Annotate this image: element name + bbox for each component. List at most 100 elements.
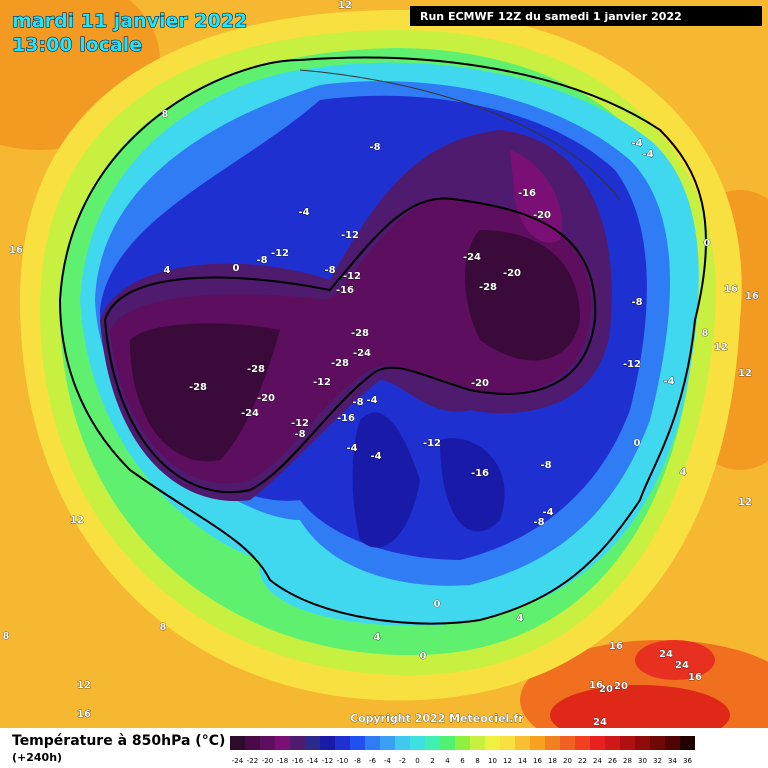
scale-swatch <box>380 736 395 750</box>
scale-label: 24 <box>593 757 602 765</box>
map-label: -20 <box>503 268 521 279</box>
scale-swatch <box>305 736 320 750</box>
map-label: 16 <box>688 672 702 683</box>
scale-label: 12 <box>503 757 512 765</box>
copyright: Copyright 2022 Meteociel.fr <box>350 712 524 725</box>
scale-swatch <box>260 736 275 750</box>
scale-swatch <box>320 736 335 750</box>
map-label: -24 <box>241 408 259 419</box>
scale-label: -6 <box>369 757 377 765</box>
scale-label: 34 <box>668 757 677 765</box>
map-label: -4 <box>542 507 553 518</box>
map-label: -12 <box>343 271 361 282</box>
map-label: -20 <box>257 393 275 404</box>
map-label: 0 <box>434 599 441 610</box>
map-label: -8 <box>294 429 305 440</box>
map-label: 16 <box>724 284 738 295</box>
scale-label: 26 <box>608 757 617 765</box>
map-label: 4 <box>164 265 171 276</box>
map-label: -28 <box>189 382 207 393</box>
map-label: -4 <box>346 443 357 454</box>
legend-subtitle: (+240h) <box>12 751 62 764</box>
scale-swatch <box>590 736 605 750</box>
scale-swatch <box>545 736 560 750</box>
scale-label: 6 <box>460 757 465 765</box>
map-label: -16 <box>337 413 355 424</box>
map-label: -8 <box>324 265 335 276</box>
map-label: 8 <box>160 622 167 633</box>
contours <box>58 56 707 625</box>
map-label: 24 <box>659 649 673 660</box>
map-label: -12 <box>623 359 641 370</box>
map-label: 24 <box>593 717 607 728</box>
scale-swatch <box>560 736 575 750</box>
scale-label: -24 <box>232 757 244 765</box>
scale-swatch <box>620 736 635 750</box>
map-label: 4 <box>374 632 381 643</box>
scale-swatch <box>470 736 485 750</box>
scale-label: 4 <box>445 757 450 765</box>
map-label: -4 <box>366 395 377 406</box>
scale-swatch <box>395 736 410 750</box>
map-label: -28 <box>351 328 369 339</box>
scale-swatch <box>680 736 695 750</box>
scale-swatch <box>635 736 650 750</box>
map-label: -8 <box>256 255 267 266</box>
color-scale: -24 -22 -20 -18 -16 -14 -12 -10 -8 -6 -4 -2 0 2 4 6 8 10 1… <box>230 736 695 765</box>
map-label: -28 <box>331 358 349 369</box>
map-label: 12 <box>77 680 91 691</box>
scale-swatch <box>650 736 665 750</box>
scale-swatch <box>230 736 245 750</box>
map-label: 16 <box>9 245 23 256</box>
scale-label: -22 <box>247 757 258 765</box>
scale-label: 32 <box>653 757 662 765</box>
map-label: 8 <box>162 109 169 120</box>
scale-label: 18 <box>548 757 557 765</box>
scale-swatch <box>485 736 500 750</box>
map-label: 0 <box>704 238 711 249</box>
scale-swatch <box>455 736 470 750</box>
scale-label: 30 <box>638 757 647 765</box>
scale-label: -14 <box>307 757 319 765</box>
map-label: -4 <box>370 451 381 462</box>
scale-swatch <box>290 736 305 750</box>
scale-swatch <box>440 736 455 750</box>
scale-label: 8 <box>475 757 479 765</box>
scale-label: 16 <box>533 757 542 765</box>
map-label: 12 <box>70 515 84 526</box>
map-label: 20 <box>599 684 613 695</box>
map-label: 16 <box>745 291 759 302</box>
map-label: 24 <box>675 660 689 671</box>
map-label: -8 <box>533 517 544 528</box>
map-label: 16 <box>589 680 603 691</box>
map-label: -12 <box>423 438 441 449</box>
map-label: -4 <box>663 376 674 387</box>
map-label: 20 <box>614 681 628 692</box>
map-label: -28 <box>479 282 497 293</box>
scale-label: -8 <box>354 757 361 765</box>
scale-swatch <box>530 736 545 750</box>
scale-label: -2 <box>399 757 406 765</box>
scale-label: -18 <box>277 757 288 765</box>
map-label: -24 <box>463 252 481 263</box>
scale-label: 10 <box>488 757 497 765</box>
scale-swatch <box>335 736 350 750</box>
map-label: -12 <box>341 230 359 241</box>
map-label: 0 <box>233 263 240 274</box>
map-label: -16 <box>471 468 489 479</box>
map-label: 0 <box>420 651 427 662</box>
map-label: -8 <box>369 142 380 153</box>
map-label: 12 <box>338 0 352 11</box>
scale-swatch <box>515 736 530 750</box>
map-label: -8 <box>631 297 642 308</box>
map-label: -12 <box>291 418 309 429</box>
scale-label: -12 <box>322 757 333 765</box>
map-label: -16 <box>518 188 536 199</box>
scale-label: 36 <box>683 757 692 765</box>
map-labels: -8 -16 -20 -24 -20 -28 -12 -12 -8 -8 -12… <box>2 0 759 728</box>
scale-label: 22 <box>578 757 587 765</box>
legend-title: Température à 850hPa (°C) <box>12 733 225 749</box>
map-label: -12 <box>313 377 331 388</box>
map-label: 4 <box>517 613 524 624</box>
